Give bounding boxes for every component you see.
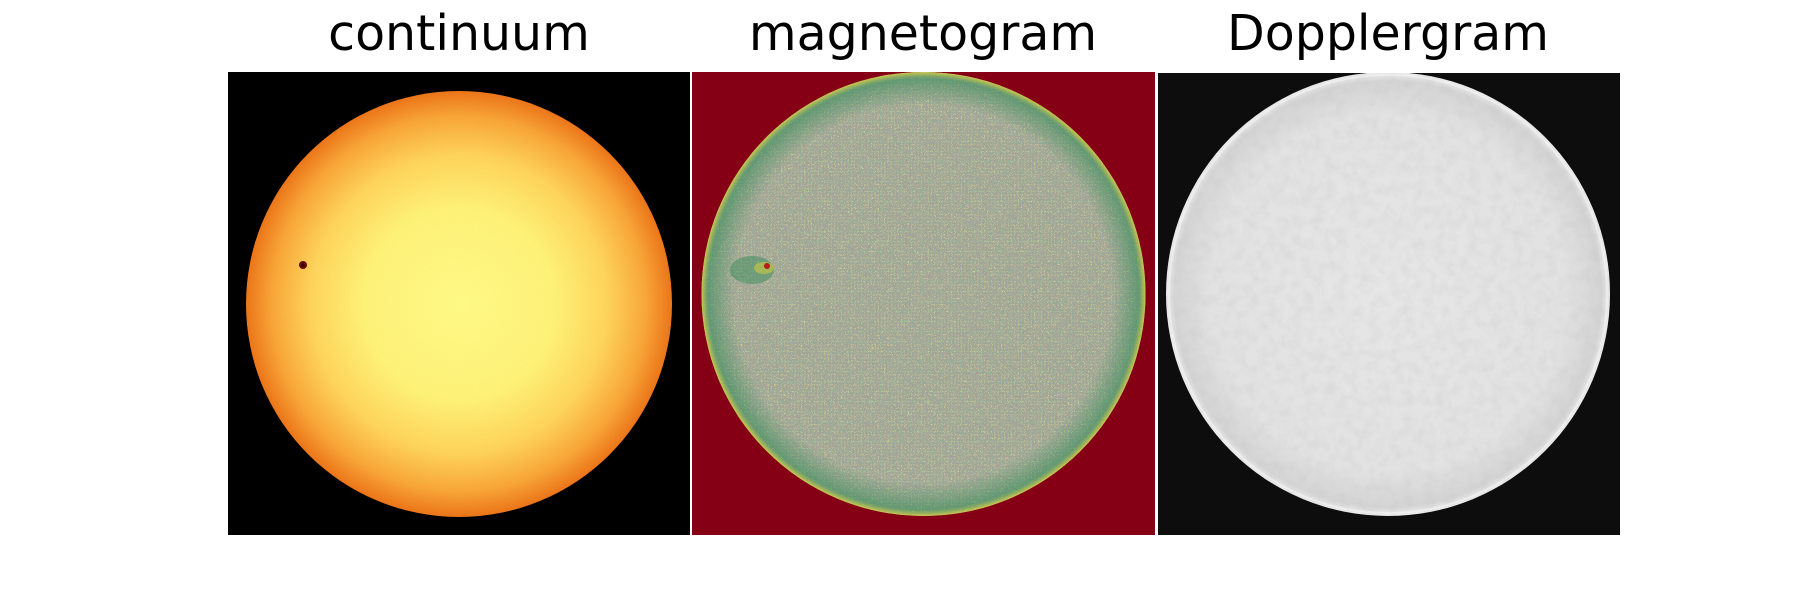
magnetogram-panel-title: magnetogram [748,5,1098,62]
disk-rim [701,72,1146,516]
magnetogram-image [692,72,1155,535]
continuum-image [228,72,690,535]
dopplergram-image [1158,73,1620,535]
continuum-panel-title: continuum [328,5,590,62]
dopplergram-panel-title: Dopplergram [1227,5,1549,62]
disk-grain [246,91,672,517]
supergranulation-texture [1166,73,1610,516]
